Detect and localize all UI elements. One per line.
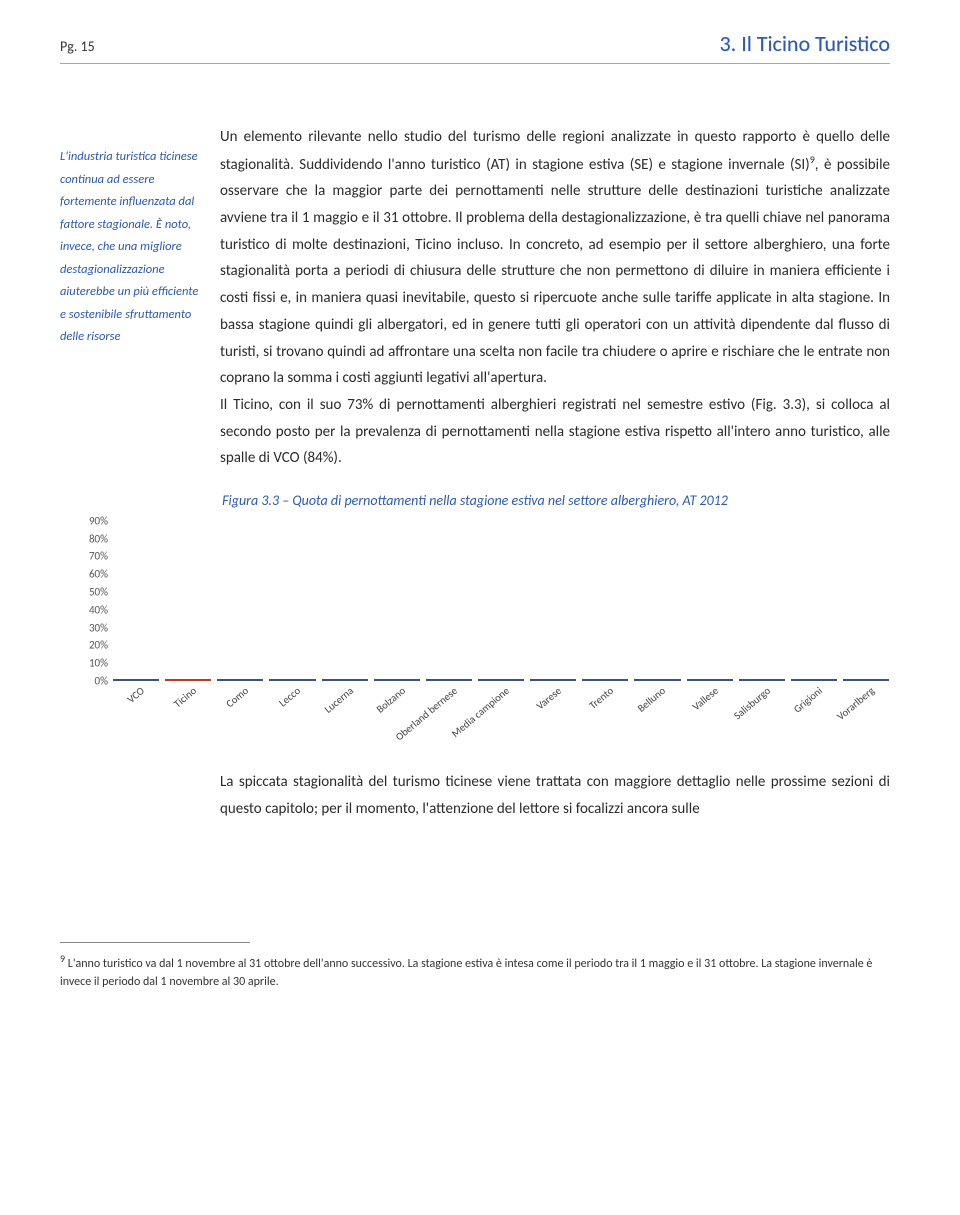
y-tick: 90% xyxy=(70,514,108,527)
y-tick: 20% xyxy=(70,639,108,652)
bar-chart: 90%80%70%60%50%40%30%20%10%0% VCOTicinoC… xyxy=(70,521,890,741)
y-tick: 60% xyxy=(70,568,108,581)
bars-area: VCO Ticino Como Lecco Lucerna Bolzano Oberland… xyxy=(112,521,890,681)
x-label: Belluno xyxy=(657,681,665,691)
x-label: Grigioni xyxy=(814,681,822,691)
y-tick: 80% xyxy=(70,532,108,545)
bar: Oberland bernese xyxy=(425,679,473,681)
x-label: Como xyxy=(240,681,248,691)
x-label: Vorarlberg xyxy=(866,681,874,691)
page-header: Pg. 15 3. Il Ticino Turistico xyxy=(60,30,890,64)
bar: Lecco xyxy=(268,679,316,681)
paragraph-2: Il Ticino, con il suo 73% di pernottamen… xyxy=(220,392,890,472)
main-content: L'industria turistica ticinese continua … xyxy=(60,124,890,472)
document-page: Pg. 15 3. Il Ticino Turistico L'industri… xyxy=(0,0,960,1021)
x-label: Salisburgo xyxy=(762,681,770,691)
bar: Media campione xyxy=(477,679,525,681)
x-label: Ticino xyxy=(188,681,196,691)
post-chart-paragraph: La spiccata stagionalità del turismo tic… xyxy=(220,769,890,822)
bar: Lucerna xyxy=(321,679,369,681)
x-label: Trento xyxy=(605,681,613,691)
footnote-separator xyxy=(60,942,250,943)
x-label: Oberland bernese xyxy=(449,681,457,691)
page-number: Pg. 15 xyxy=(60,38,95,55)
y-tick: 30% xyxy=(70,621,108,634)
section-title: 3. Il Ticino Turistico xyxy=(720,30,890,57)
footnote-text: L'anno turistico va dal 1 novembre al 31… xyxy=(60,957,872,989)
bar: VCO xyxy=(112,679,160,681)
footnote: 9 L'anno turistico va dal 1 novembre al … xyxy=(60,951,890,991)
x-label: Lucerna xyxy=(345,681,353,691)
bar: Como xyxy=(216,679,264,681)
x-label: Vallese xyxy=(710,681,718,691)
sidebar-note: L'industria turistica ticinese continua … xyxy=(60,124,200,472)
y-tick: 70% xyxy=(70,550,108,563)
paragraph-1: Un elemento rilevante nello studio del t… xyxy=(220,124,890,392)
bar: Belluno xyxy=(633,679,681,681)
chart-container: 90%80%70%60%50%40%30%20%10%0% VCOTicinoC… xyxy=(70,521,890,741)
x-label: Media campione xyxy=(501,681,509,691)
y-tick: 0% xyxy=(70,674,108,687)
bar: Trento xyxy=(581,679,629,681)
body-paragraphs: Un elemento rilevante nello studio del t… xyxy=(220,124,890,472)
bar: Salisburgo xyxy=(738,679,786,681)
y-tick: 40% xyxy=(70,603,108,616)
x-label: VCO xyxy=(136,681,144,691)
y-tick: 50% xyxy=(70,586,108,599)
bar: Bolzano xyxy=(373,679,421,681)
bar: Vallese xyxy=(686,679,734,681)
x-label: Varese xyxy=(553,681,561,691)
x-label: Bolzano xyxy=(397,681,405,691)
bar: Vorarlberg xyxy=(842,679,890,681)
chart-caption: Figura 3.3 – Quota di pernottamenti nell… xyxy=(60,492,890,509)
x-label: Lecco xyxy=(292,681,300,691)
side-annotation: L'industria turistica ticinese continua … xyxy=(60,146,200,349)
bar: Varese xyxy=(529,679,577,681)
y-tick: 10% xyxy=(70,657,108,670)
y-axis: 90%80%70%60%50%40%30%20%10%0% xyxy=(70,521,112,681)
bar: Ticino xyxy=(164,679,212,681)
bar: Grigioni xyxy=(790,679,838,681)
